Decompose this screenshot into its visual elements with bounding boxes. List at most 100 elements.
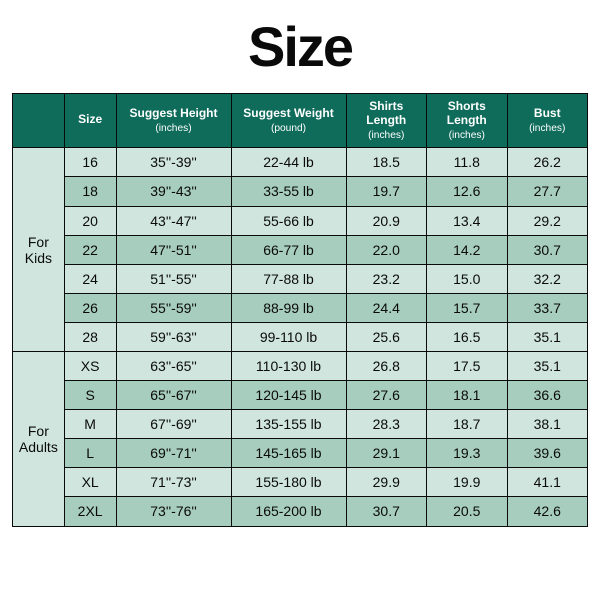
size-table: Size Suggest Height(inches) Suggest Weig… — [12, 93, 588, 527]
cell-h: 55''-59'' — [116, 293, 231, 322]
group-label: ForAdults — [13, 351, 65, 526]
cell-h: 67''-69'' — [116, 410, 231, 439]
cell-w: 33-55 lb — [231, 177, 346, 206]
table-header: Size Suggest Height(inches) Suggest Weig… — [13, 94, 588, 148]
cell-h: 47''-51'' — [116, 235, 231, 264]
cell-size: 26 — [64, 293, 116, 322]
cell-b: 35.1 — [507, 322, 588, 351]
cell-sh: 11.8 — [427, 148, 508, 177]
cell-size: 2XL — [64, 497, 116, 526]
cell-h: 35''-39'' — [116, 148, 231, 177]
cell-h: 73''-76'' — [116, 497, 231, 526]
cell-sl: 29.1 — [346, 439, 427, 468]
cell-sh: 16.5 — [427, 322, 508, 351]
cell-h: 43''-47'' — [116, 206, 231, 235]
table-row: 2247''-51''66-77 lb22.014.230.7 — [13, 235, 588, 264]
table-row: ForAdultsXS63''-65''110-130 lb26.817.535… — [13, 351, 588, 380]
cell-w: 66-77 lb — [231, 235, 346, 264]
cell-size: S — [64, 381, 116, 410]
cell-h: 51''-55'' — [116, 264, 231, 293]
cell-b: 33.7 — [507, 293, 588, 322]
cell-sh: 15.0 — [427, 264, 508, 293]
cell-sl: 28.3 — [346, 410, 427, 439]
col-weight: Suggest Weight(pound) — [231, 94, 346, 148]
table-row: ForKids1635''-39''22-44 lb18.511.826.2 — [13, 148, 588, 177]
cell-sl: 22.0 — [346, 235, 427, 264]
table-row: 1839''-43''33-55 lb19.712.627.7 — [13, 177, 588, 206]
cell-w: 155-180 lb — [231, 468, 346, 497]
cell-sl: 20.9 — [346, 206, 427, 235]
cell-sl: 30.7 — [346, 497, 427, 526]
col-shorts: Shorts Length(inches) — [427, 94, 508, 148]
cell-h: 59''-63'' — [116, 322, 231, 351]
cell-sl: 23.2 — [346, 264, 427, 293]
table-row: M67''-69''135-155 lb28.318.738.1 — [13, 410, 588, 439]
cell-sl: 24.4 — [346, 293, 427, 322]
cell-sh: 17.5 — [427, 351, 508, 380]
cell-b: 39.6 — [507, 439, 588, 468]
cell-w: 55-66 lb — [231, 206, 346, 235]
page-title: Size — [12, 14, 588, 79]
table-row: 2655''-59''88-99 lb24.415.733.7 — [13, 293, 588, 322]
cell-b: 26.2 — [507, 148, 588, 177]
cell-w: 165-200 lb — [231, 497, 346, 526]
cell-b: 30.7 — [507, 235, 588, 264]
cell-h: 63''-65'' — [116, 351, 231, 380]
cell-size: 20 — [64, 206, 116, 235]
cell-sh: 12.6 — [427, 177, 508, 206]
cell-b: 27.7 — [507, 177, 588, 206]
cell-size: 16 — [64, 148, 116, 177]
cell-w: 88-99 lb — [231, 293, 346, 322]
cell-h: 39''-43'' — [116, 177, 231, 206]
cell-size: 24 — [64, 264, 116, 293]
col-size: Size — [64, 94, 116, 148]
table-row: S65''-67''120-145 lb27.618.136.6 — [13, 381, 588, 410]
cell-w: 77-88 lb — [231, 264, 346, 293]
group-label: ForKids — [13, 148, 65, 352]
cell-b: 41.1 — [507, 468, 588, 497]
cell-sh: 20.5 — [427, 497, 508, 526]
table-row: 2043''-47''55-66 lb20.913.429.2 — [13, 206, 588, 235]
cell-size: 22 — [64, 235, 116, 264]
cell-size: 28 — [64, 322, 116, 351]
cell-sl: 26.8 — [346, 351, 427, 380]
cell-sh: 19.3 — [427, 439, 508, 468]
cell-h: 69''-71'' — [116, 439, 231, 468]
col-group-blank — [13, 94, 65, 148]
cell-size: M — [64, 410, 116, 439]
col-shirts: Shirts Length(inches) — [346, 94, 427, 148]
col-bust: Bust(inches) — [507, 94, 588, 148]
cell-b: 29.2 — [507, 206, 588, 235]
table-row: XL71''-73''155-180 lb29.919.941.1 — [13, 468, 588, 497]
cell-w: 145-165 lb — [231, 439, 346, 468]
cell-w: 22-44 lb — [231, 148, 346, 177]
cell-sh: 14.2 — [427, 235, 508, 264]
table-row: 2451''-55''77-88 lb23.215.032.2 — [13, 264, 588, 293]
cell-size: 18 — [64, 177, 116, 206]
cell-sl: 27.6 — [346, 381, 427, 410]
table-body: ForKids1635''-39''22-44 lb18.511.826.218… — [13, 148, 588, 526]
cell-sh: 15.7 — [427, 293, 508, 322]
cell-b: 42.6 — [507, 497, 588, 526]
cell-sl: 25.6 — [346, 322, 427, 351]
cell-h: 65''-67'' — [116, 381, 231, 410]
cell-sh: 13.4 — [427, 206, 508, 235]
col-height: Suggest Height(inches) — [116, 94, 231, 148]
cell-w: 135-155 lb — [231, 410, 346, 439]
cell-h: 71''-73'' — [116, 468, 231, 497]
cell-b: 38.1 — [507, 410, 588, 439]
cell-size: XL — [64, 468, 116, 497]
cell-w: 120-145 lb — [231, 381, 346, 410]
cell-b: 32.2 — [507, 264, 588, 293]
cell-sl: 18.5 — [346, 148, 427, 177]
cell-size: XS — [64, 351, 116, 380]
cell-size: L — [64, 439, 116, 468]
cell-b: 36.6 — [507, 381, 588, 410]
cell-w: 110-130 lb — [231, 351, 346, 380]
table-row: L69''-71''145-165 lb29.119.339.6 — [13, 439, 588, 468]
cell-sl: 19.7 — [346, 177, 427, 206]
cell-b: 35.1 — [507, 351, 588, 380]
cell-sh: 19.9 — [427, 468, 508, 497]
cell-w: 99-110 lb — [231, 322, 346, 351]
cell-sl: 29.9 — [346, 468, 427, 497]
